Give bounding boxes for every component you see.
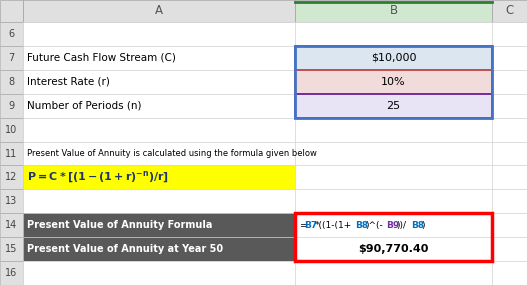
Bar [0,237,23,261]
Text: 16: 16 [5,268,17,278]
Bar [295,213,492,261]
Text: 15: 15 [5,244,18,254]
Bar [295,166,492,189]
Bar [23,118,295,142]
Bar [295,237,492,261]
Text: 8: 8 [8,77,15,87]
Bar [0,70,23,94]
Bar [0,189,23,213]
Text: 6: 6 [8,29,15,39]
Text: B7: B7 [304,221,317,230]
Bar [23,0,295,22]
Text: B8: B8 [355,221,368,230]
Bar [295,94,492,118]
Bar [492,261,527,285]
Text: Number of Periods (n): Number of Periods (n) [27,101,142,111]
Text: 10%: 10% [381,77,406,87]
Bar [492,118,527,142]
Bar [0,0,23,22]
Bar [492,0,527,22]
Bar [23,189,295,213]
Text: Present Value of Annuity at Year 50: Present Value of Annuity at Year 50 [27,244,223,254]
Bar [295,142,492,166]
Text: $\mathbf{P = C * [(1 - (1 + r)^{-n}) / r]}$: $\mathbf{P = C * [(1 - (1 + r)^{-n}) / r… [27,170,169,185]
Bar [0,46,23,70]
Bar [492,237,527,261]
Bar [492,166,527,189]
Text: $10,000: $10,000 [371,53,416,63]
Text: 13: 13 [5,196,17,206]
Bar [23,70,295,94]
Bar [0,261,23,285]
Text: B8: B8 [411,221,424,230]
Bar [492,189,527,213]
Bar [492,22,527,46]
Text: 12: 12 [5,172,18,182]
Bar [295,70,492,94]
Bar [23,213,295,237]
Bar [0,166,23,189]
Bar [492,46,527,70]
Bar [295,22,492,46]
Text: *((1-(1+: *((1-(1+ [314,221,352,230]
Bar [295,94,492,118]
Bar [23,142,295,166]
Text: Future Cash Flow Stream (C): Future Cash Flow Stream (C) [27,53,176,63]
Text: )^(-: )^(- [365,221,383,230]
Bar [295,213,492,237]
Bar [0,142,23,166]
Text: 14: 14 [5,220,17,230]
Bar [23,261,295,285]
Text: 25: 25 [386,101,401,111]
Bar [492,94,527,118]
Text: C: C [505,5,514,17]
Bar [492,142,527,166]
Text: 9: 9 [8,101,15,111]
Text: B9: B9 [386,221,399,230]
Bar [295,189,492,213]
Text: Present Value of Annuity Formula: Present Value of Annuity Formula [27,220,212,230]
Bar [23,46,295,70]
Text: =: = [299,221,307,230]
Bar [23,94,295,118]
Text: Interest Rate (r): Interest Rate (r) [27,77,110,87]
Bar [295,46,492,70]
Bar [295,118,492,142]
Text: B: B [389,5,397,17]
Bar [23,166,295,189]
Text: Present Value of Annuity is calculated using the formula given below: Present Value of Annuity is calculated u… [27,149,317,158]
Bar [295,261,492,285]
Text: A: A [155,5,163,17]
Text: 11: 11 [5,148,17,158]
Bar [492,70,527,94]
Text: ): ) [422,221,425,230]
Bar [0,22,23,46]
Bar [295,70,492,94]
Bar [0,118,23,142]
Bar [295,46,492,118]
Bar [295,0,492,22]
Bar [492,213,527,237]
Text: 10: 10 [5,125,17,135]
Bar [295,46,492,70]
Bar [23,22,295,46]
Text: 7: 7 [8,53,15,63]
Bar [23,237,295,261]
Text: $90,770.40: $90,770.40 [358,244,428,254]
Bar [0,213,23,237]
Text: ))/: ))/ [396,221,406,230]
Bar [0,94,23,118]
